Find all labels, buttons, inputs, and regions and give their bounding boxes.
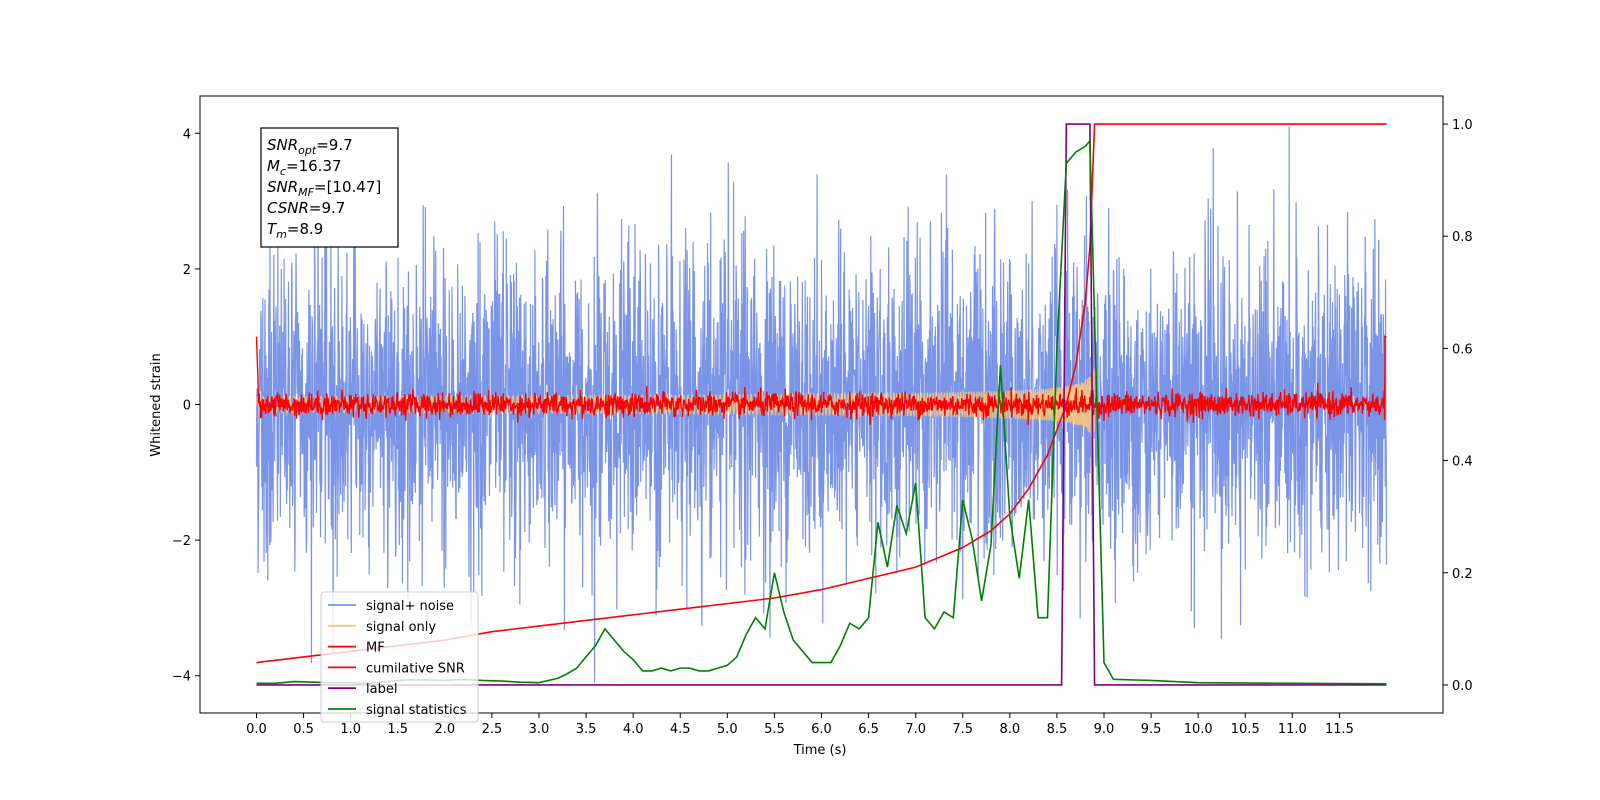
annotation-line: Mc=16.37: [267, 157, 342, 178]
annotation-line: Tm=8.9: [267, 220, 323, 241]
x-tick-label: 7.0: [905, 722, 926, 737]
y-tick-label: 0: [183, 399, 191, 414]
series-label: [256, 123, 1387, 686]
x-tick-label: 2.0: [434, 722, 455, 737]
x-tick-label: 8.5: [1047, 722, 1068, 737]
x-tick-label: 1.0: [340, 722, 361, 737]
x-tick-label: 4.0: [623, 722, 644, 737]
legend-label: signal+ noise: [366, 599, 454, 614]
x-axis-ticks: 0.0 0.5 1.0 1.5 2.0 2.5 3.0 3.5 4.0 4.5 5.0 5.5 6.0 6…: [246, 713, 1354, 737]
y-tick-label: −2: [172, 534, 191, 549]
y-axis-label: Whitened strain: [149, 353, 164, 456]
x-tick-label: 11.0: [1278, 722, 1307, 737]
y-tick-label: −4: [172, 670, 191, 685]
x-axis-label: Time (s): [793, 743, 847, 758]
legend-label: label: [366, 682, 397, 697]
annotation-frame: [260, 127, 399, 248]
y2-tick-label: 0.8: [1452, 230, 1473, 245]
x-tick-label: 3.0: [529, 722, 550, 737]
y2-tick-label: 0.4: [1452, 455, 1473, 470]
y2-tick-label: 0.0: [1452, 679, 1473, 694]
series-signal-noise: [255, 126, 1388, 683]
x-tick-label: 10.5: [1231, 722, 1260, 737]
y2-tick-label: 1.0: [1452, 118, 1473, 133]
legend-label: cumilative SNR: [366, 661, 465, 676]
y-tick-label: 2: [183, 263, 191, 278]
x-tick-label: 9.5: [1141, 722, 1162, 737]
x-tick-label: 8.0: [999, 722, 1020, 737]
series-signal-statistics: [256, 138, 1387, 685]
x-tick-label: 5.0: [717, 722, 738, 737]
y-tick-label: 4: [183, 127, 191, 142]
x-tick-label: 5.5: [764, 722, 785, 737]
legend-frame: [320, 591, 479, 723]
x-tick-label: 0.0: [246, 722, 267, 737]
x-tick-label: 3.5: [576, 722, 597, 737]
x-tick-label: 9.0: [1094, 722, 1115, 737]
x-tick-label: 11.5: [1325, 722, 1354, 737]
annotation-line: CSNR=9.7: [267, 199, 345, 217]
y-axis-ticks: −4 −2 0 2 4: [172, 127, 200, 685]
legend: signal+ noise signal only MF cumilative SNR…: [320, 591, 479, 723]
x-tick-label: 0.5: [293, 722, 314, 737]
x-tick-label: 6.5: [858, 722, 879, 737]
legend-label: MF: [366, 641, 385, 656]
x-tick-label: 6.0: [811, 722, 832, 737]
y2-tick-label: 0.2: [1452, 567, 1473, 582]
x-tick-label: 2.5: [482, 722, 503, 737]
x-tick-label: 7.5: [952, 722, 973, 737]
right-y-axis-ticks: 0.0 0.2 0.4 0.6 0.8 1.0: [1443, 118, 1473, 694]
annotation-line: SNRMF=[10.47]: [267, 178, 381, 199]
legend-label: signal only: [366, 620, 436, 635]
x-tick-label: 10.0: [1184, 722, 1213, 737]
legend-label: signal statistics: [366, 703, 467, 718]
x-tick-label: 1.5: [387, 722, 408, 737]
x-tick-label: 4.5: [670, 722, 691, 737]
series-mf: [255, 336, 1387, 426]
annotation-line: SNRopt=9.7: [267, 136, 353, 157]
y2-tick-label: 0.6: [1452, 342, 1473, 357]
